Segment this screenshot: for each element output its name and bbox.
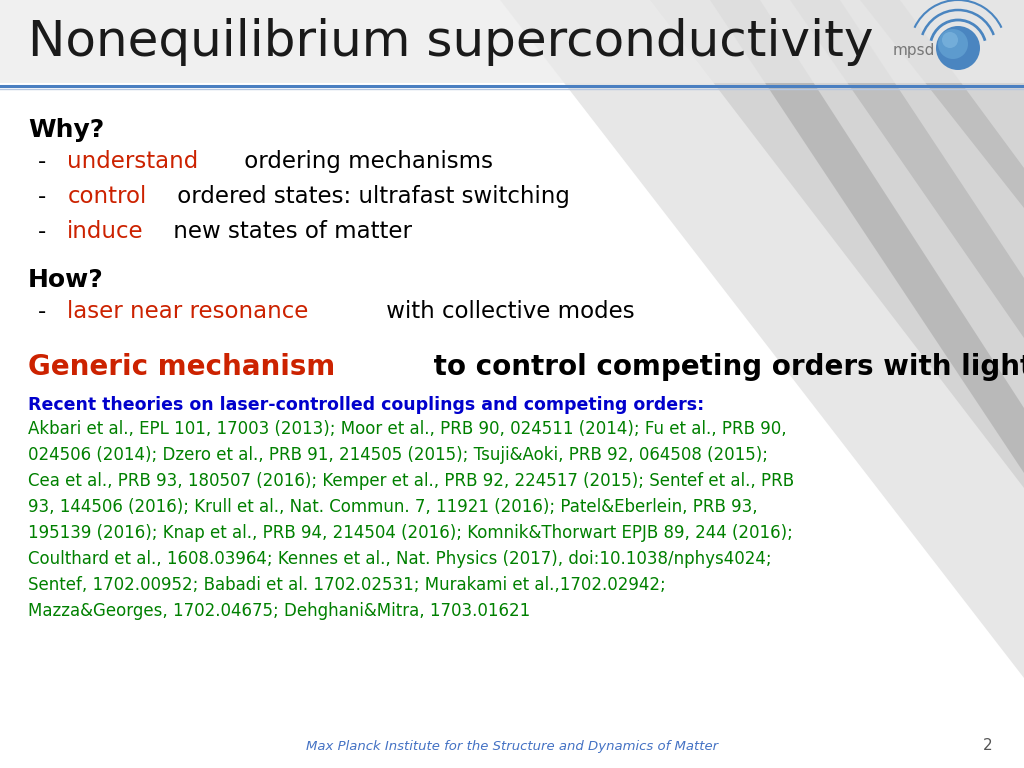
Text: Max Planck Institute for the Structure and Dynamics of Matter: Max Planck Institute for the Structure a… [306, 740, 718, 753]
Polygon shape [650, 0, 1024, 488]
Polygon shape [710, 0, 1024, 473]
Text: control: control [68, 185, 146, 208]
Text: laser near resonance: laser near resonance [68, 300, 308, 323]
Circle shape [936, 26, 980, 70]
Text: Why?: Why? [28, 118, 104, 142]
Text: Nonequilibrium superconductivity: Nonequilibrium superconductivity [28, 18, 873, 66]
Bar [0, 0, 1024, 83]
Text: 93, 144506 (2016); Krull et al., Nat. Commun. 7, 11921 (2016); Patel&Eberlein, P: 93, 144506 (2016); Krull et al., Nat. Co… [28, 498, 758, 516]
Text: -: - [38, 185, 46, 208]
Text: 2: 2 [982, 738, 992, 753]
Text: new states of matter: new states of matter [166, 220, 413, 243]
Text: -: - [38, 220, 46, 243]
Text: understand: understand [68, 150, 199, 173]
Text: Akbari et al., EPL 101, 17003 (2013); Moor et al., PRB 90, 024511 (2014); Fu et : Akbari et al., EPL 101, 17003 (2013); Mo… [28, 420, 786, 438]
Text: mpsd: mpsd [893, 42, 935, 58]
Text: with collective modes: with collective modes [379, 300, 635, 323]
Text: Generic mechanism: Generic mechanism [28, 353, 335, 381]
Text: induce: induce [68, 220, 144, 243]
Text: 195139 (2016); Knap et al., PRB 94, 214504 (2016); Komnik&Thorwart EPJB 89, 244 : 195139 (2016); Knap et al., PRB 94, 2145… [28, 524, 793, 542]
Text: ordering mechanisms: ordering mechanisms [237, 150, 493, 173]
Polygon shape [500, 0, 1024, 678]
Circle shape [942, 32, 958, 48]
Polygon shape [860, 0, 1024, 208]
Text: Recent theories on laser-controlled couplings and competing orders:: Recent theories on laser-controlled coup… [28, 396, 705, 414]
Polygon shape [790, 0, 1024, 338]
Text: to control competing orders with light?: to control competing orders with light? [425, 353, 1024, 381]
Text: Mazza&Georges, 1702.04675; Dehghani&Mitra, 1703.01621: Mazza&Georges, 1702.04675; Dehghani&Mitr… [28, 602, 530, 620]
Text: Sentef, 1702.00952; Babadi et al. 1702.02531; Murakami et al.,1702.02942;: Sentef, 1702.00952; Babadi et al. 1702.0… [28, 576, 666, 594]
Circle shape [938, 29, 968, 59]
Text: Cea et al., PRB 93, 180507 (2016); Kemper et al., PRB 92, 224517 (2015); Sentef : Cea et al., PRB 93, 180507 (2016); Kempe… [28, 472, 795, 490]
Text: How?: How? [28, 268, 103, 292]
Text: -: - [38, 150, 46, 173]
Text: Coulthard et al., 1608.03964; Kennes et al., Nat. Physics (2017), doi:10.1038/np: Coulthard et al., 1608.03964; Kennes et … [28, 550, 772, 568]
Text: -: - [38, 300, 46, 323]
Text: 024506 (2014); Dzero et al., PRB 91, 214505 (2015); Tsuji&Aoki, PRB 92, 064508 (: 024506 (2014); Dzero et al., PRB 91, 214… [28, 446, 768, 464]
Text: ordered states: ultrafast switching: ordered states: ultrafast switching [170, 185, 569, 208]
